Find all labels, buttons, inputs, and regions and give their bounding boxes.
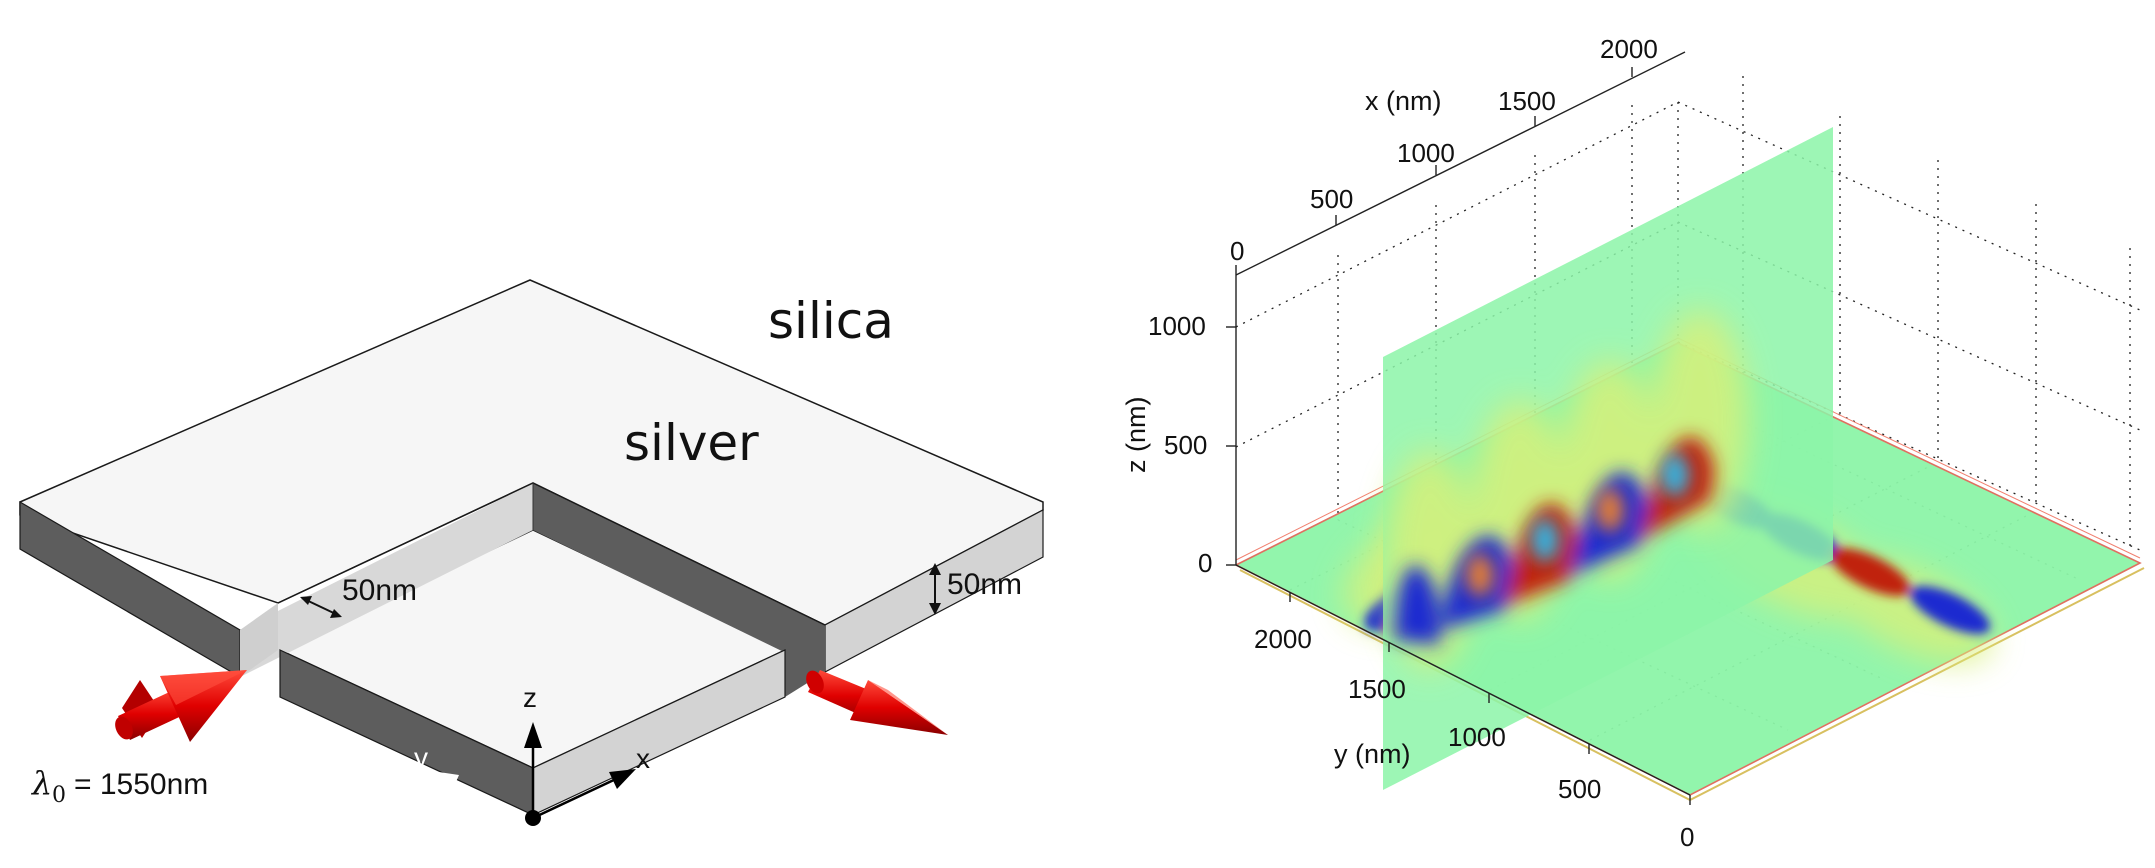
x-tick-2000: 2000 — [1600, 34, 1658, 64]
z-tick-1000: 1000 — [1148, 311, 1206, 341]
x-tick-500: 500 — [1310, 184, 1353, 214]
x-tick-1000: 1000 — [1397, 138, 1455, 168]
wavelength-annotation: λ 0 = 1550nm — [30, 764, 208, 808]
x-tick-1500: 1500 — [1498, 86, 1556, 116]
z-tick-0: 0 — [1198, 548, 1212, 578]
label-silver: silver — [624, 414, 759, 472]
label-silica: silica — [768, 292, 894, 350]
wavelength-value: = 1550nm — [74, 768, 208, 801]
y-tick-0: 0 — [1680, 822, 1694, 852]
axis-z-label: z — [523, 682, 537, 713]
wavelength-subscript: 0 — [52, 783, 66, 808]
thickness-label: 50nm — [947, 568, 1022, 601]
gap-width-label: 50nm — [342, 574, 417, 607]
input-arrow-icon — [112, 670, 247, 742]
z-axis-label: z (nm) — [1121, 397, 1151, 474]
axis-y-label: y — [414, 742, 428, 773]
x-axis-label: x (nm) — [1365, 86, 1442, 116]
x-axis: 0 500 1000 1500 2000 x (nm) — [1230, 34, 1658, 275]
y-tick-2000: 2000 — [1254, 624, 1312, 654]
wavelength-symbol: λ — [30, 764, 52, 802]
z-axis: 0 500 1000 z (nm) — [1121, 311, 1236, 578]
axis-x-label: x — [636, 743, 650, 774]
waveguide-diagram: silica silver 50nm 50nm — [20, 280, 1043, 826]
y-tick-1500: 1500 — [1348, 674, 1406, 704]
y-tick-500: 500 — [1558, 774, 1601, 804]
z-tick-500: 500 — [1164, 430, 1207, 460]
x-tick-0: 0 — [1230, 236, 1244, 266]
y-axis-label: y (nm) — [1334, 739, 1411, 769]
field-plot: 0 500 1000 1500 2000 x (nm) 0 500 1000 z… — [1121, 34, 2144, 852]
y-tick-1000: 1000 — [1448, 722, 1506, 752]
output-arrow-icon — [803, 668, 948, 735]
